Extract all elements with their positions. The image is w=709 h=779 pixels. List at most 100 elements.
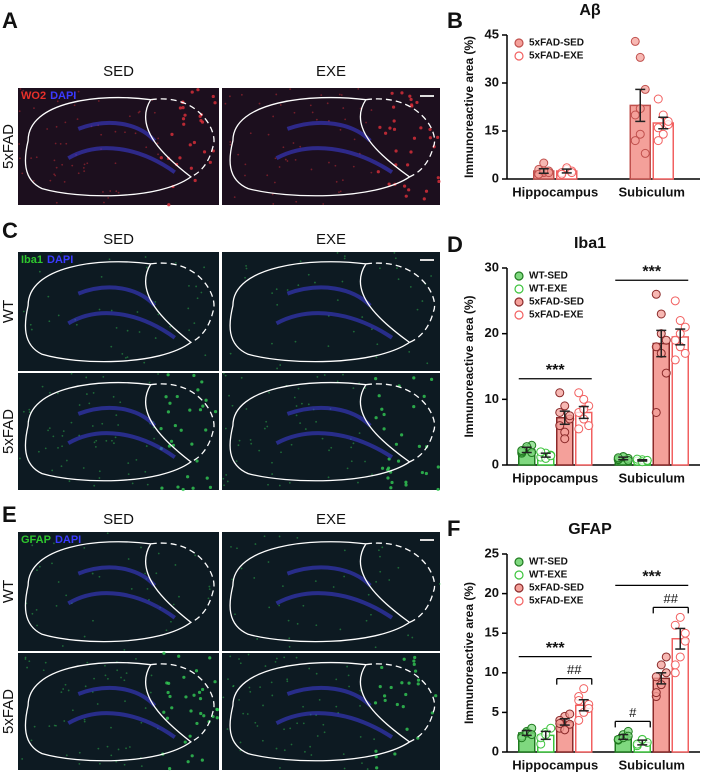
texture-dot bbox=[196, 88, 200, 92]
texture-dot bbox=[98, 470, 101, 473]
texture-dot bbox=[302, 722, 305, 725]
texture-dot bbox=[326, 102, 329, 105]
texture-dot bbox=[30, 157, 33, 160]
texture-dot bbox=[190, 90, 194, 94]
hippocampus-outline bbox=[24, 541, 192, 643]
texture-dot bbox=[424, 471, 428, 476]
texture-dot bbox=[416, 678, 421, 682]
texture-dot bbox=[166, 690, 170, 695]
texture-dot bbox=[274, 660, 277, 663]
texture-dot bbox=[105, 439, 108, 442]
texture-dot bbox=[357, 87, 360, 90]
texture-dot bbox=[167, 203, 171, 207]
texture-dot bbox=[304, 750, 306, 753]
texture-dot bbox=[273, 181, 276, 184]
texture-dot bbox=[309, 745, 312, 748]
texture-dot bbox=[301, 402, 303, 405]
texture-dot bbox=[382, 694, 387, 698]
texture-dot bbox=[402, 184, 407, 188]
texture-dot bbox=[102, 191, 104, 193]
texture-dot bbox=[379, 570, 382, 573]
legend-label: 5xFAD-SED bbox=[529, 297, 584, 308]
texture-dot bbox=[208, 485, 213, 490]
texture-dot bbox=[208, 588, 211, 591]
texture-dot bbox=[412, 376, 416, 380]
texture-dot bbox=[400, 433, 404, 437]
texture-dot bbox=[335, 180, 338, 183]
texture-dot bbox=[157, 552, 160, 555]
texture-dot bbox=[279, 104, 282, 106]
texture-dot bbox=[44, 447, 47, 450]
texture-dot bbox=[187, 307, 190, 310]
texture-dot bbox=[335, 678, 338, 681]
texture-dot bbox=[162, 710, 166, 714]
texture-dot bbox=[193, 322, 196, 325]
texture-dot bbox=[67, 257, 69, 260]
y-tick-label: 30 bbox=[485, 259, 499, 274]
data-point bbox=[661, 368, 671, 378]
texture-dot bbox=[230, 545, 232, 548]
y-tick-label: 10 bbox=[485, 391, 499, 406]
texture-dot bbox=[57, 314, 60, 317]
texture-dot bbox=[227, 678, 229, 681]
texture-dot bbox=[240, 376, 243, 379]
texture-dot bbox=[233, 196, 236, 198]
texture-dot bbox=[126, 329, 129, 332]
texture-dot bbox=[256, 725, 259, 727]
texture-dot bbox=[22, 410, 25, 413]
texture-dot bbox=[65, 142, 68, 145]
texture-dot bbox=[245, 267, 248, 270]
texture-dot bbox=[33, 725, 36, 728]
y-tick-label: 45 bbox=[485, 26, 499, 41]
texture-dot bbox=[107, 677, 109, 680]
legend-marker bbox=[514, 51, 524, 61]
texture-dot bbox=[114, 436, 117, 439]
texture-dot bbox=[407, 681, 411, 685]
texture-dot bbox=[367, 593, 370, 596]
texture-dot bbox=[170, 620, 172, 623]
subiculum-outline bbox=[150, 542, 215, 623]
significance-label: *** bbox=[642, 263, 661, 280]
texture-dot bbox=[97, 100, 100, 102]
texture-dot bbox=[104, 674, 107, 677]
x-tick-label: Subiculum bbox=[619, 470, 685, 485]
texture-dot bbox=[60, 691, 63, 694]
texture-dot bbox=[18, 110, 21, 113]
texture-dot bbox=[198, 408, 203, 412]
texture-dot bbox=[157, 373, 159, 375]
texture-dot bbox=[388, 126, 392, 130]
texture-dot bbox=[339, 190, 342, 193]
texture-dot bbox=[292, 142, 295, 144]
texture-dot bbox=[249, 690, 252, 693]
texture-dot bbox=[284, 158, 287, 161]
texture-dot bbox=[202, 150, 207, 154]
x-tick-label: Hippocampus bbox=[512, 184, 598, 199]
column-label: SED bbox=[103, 231, 134, 248]
texture-dot bbox=[98, 575, 101, 578]
legend-marker bbox=[514, 284, 524, 294]
texture-dot bbox=[286, 289, 289, 291]
dentate-gyrus bbox=[275, 120, 394, 174]
significance-label: # bbox=[629, 705, 637, 720]
data-point bbox=[574, 388, 584, 398]
texture-dot bbox=[159, 427, 163, 431]
texture-dot bbox=[92, 619, 94, 622]
texture-dot bbox=[153, 437, 156, 440]
texture-dot bbox=[336, 252, 339, 254]
texture-dot bbox=[174, 564, 177, 566]
stain-label: DAPI bbox=[55, 534, 81, 546]
subiculum-outline bbox=[150, 383, 215, 463]
texture-dot bbox=[258, 102, 261, 105]
subiculum-outline bbox=[365, 98, 436, 178]
texture-dot bbox=[408, 94, 412, 98]
texture-dot bbox=[145, 266, 148, 269]
texture-dot bbox=[278, 166, 281, 168]
texture-dot bbox=[341, 179, 344, 182]
texture-dot bbox=[201, 404, 205, 408]
texture-dot bbox=[30, 328, 33, 331]
texture-dot bbox=[352, 330, 355, 333]
texture-dot bbox=[437, 179, 441, 184]
texture-dot bbox=[263, 427, 266, 430]
texture-dot bbox=[93, 441, 96, 444]
texture-dot bbox=[76, 118, 79, 120]
